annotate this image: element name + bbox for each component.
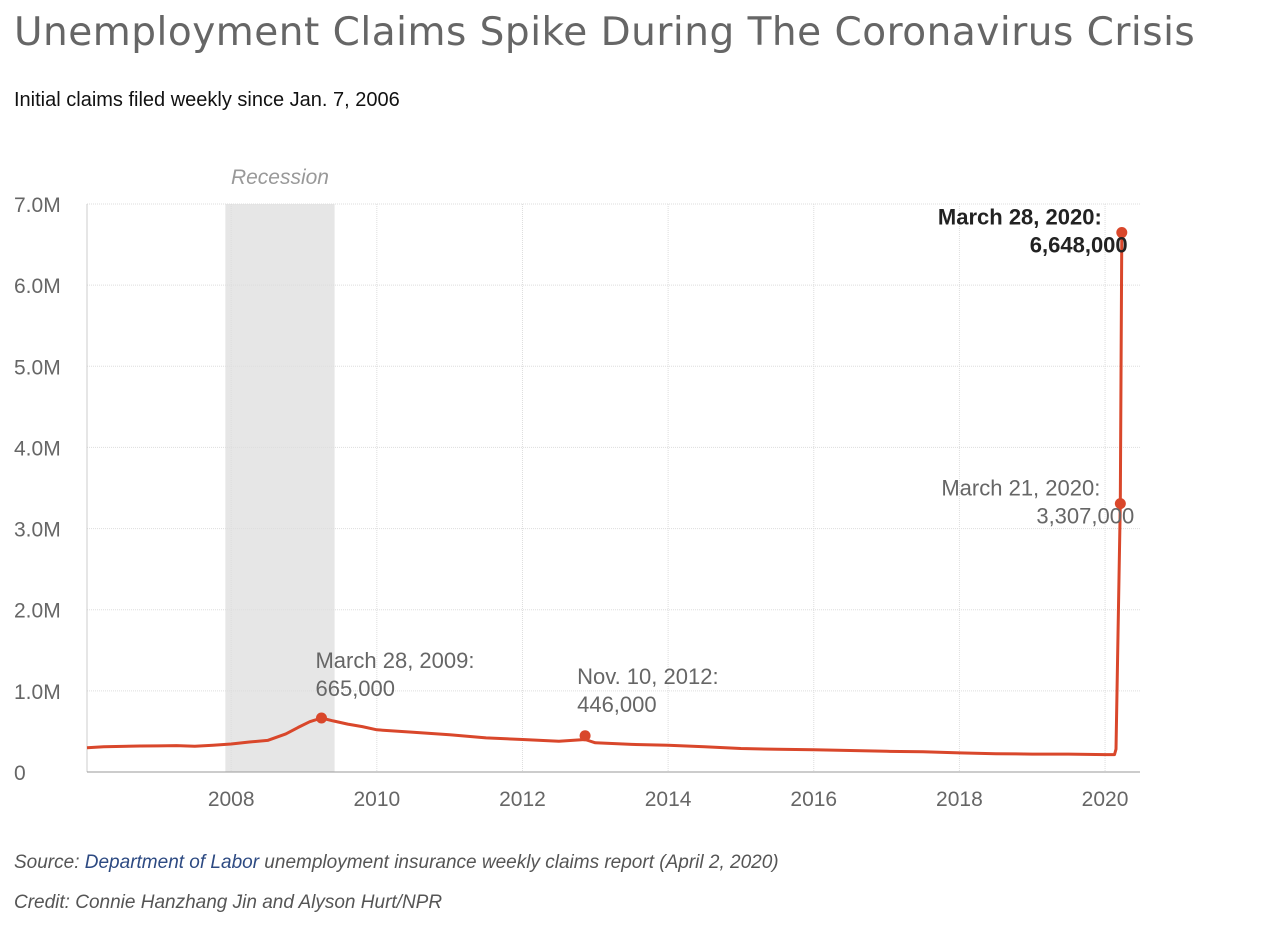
x-tick-label: 2020 (1082, 788, 1129, 811)
annotation-value: 3,307,000 (1036, 504, 1134, 529)
annotation-value: 446,000 (577, 692, 657, 717)
chart-title: Unemployment Claims Spike During The Cor… (14, 10, 1196, 55)
recession-label: Recession (231, 166, 329, 189)
claims-series-line (86, 232, 1124, 757)
x-tick-label: 2012 (499, 788, 546, 811)
y-tick-label: 1.0M (14, 681, 61, 704)
x-tick-label: 2014 (645, 788, 692, 811)
y-tick-label: 5.0M (14, 356, 61, 379)
x-tick-label: 2008 (208, 788, 255, 811)
y-tick-label: 7.0M (14, 194, 61, 217)
y-tick-label: 0 (14, 762, 26, 785)
annotation-value: 665,000 (315, 676, 395, 701)
y-tick-label: 3.0M (14, 519, 61, 542)
y-tick-label: 2.0M (14, 600, 61, 623)
annotation-dot (315, 712, 327, 724)
chart-subtitle: Initial claims filed weekly since Jan. 7… (14, 89, 400, 111)
annotation-dot (579, 730, 591, 742)
x-tick-label: 2010 (353, 788, 400, 811)
y-tick-label: 6.0M (14, 275, 61, 298)
claims-line-chart: Recession 0 1.0M 2.0M 3.0M 4.0M 5.0M 6.0M 7.0M 20… (14, 166, 1140, 811)
annotation-date: Nov. 10, 2012: (577, 664, 718, 689)
credit-note: Credit: Connie Hanzhang Jin and Alyson H… (14, 892, 443, 913)
x-tick-label: 2018 (936, 788, 983, 811)
department-of-labor-link[interactable]: Department of Labor (84, 852, 260, 873)
source-suffix: unemployment insurance weekly claims rep… (259, 852, 779, 873)
x-tick-label: 2016 (790, 788, 837, 811)
y-tick-label: 4.0M (14, 437, 61, 460)
source-note: Source: Department of Labor unemployment… (14, 852, 779, 874)
annotation-date: March 28, 2020: (938, 205, 1102, 230)
recession-band (225, 204, 335, 772)
annotation-dot (1116, 227, 1128, 239)
annotation-date: March 28, 2009: (315, 648, 474, 673)
annotation-date: March 21, 2020: (941, 476, 1100, 501)
annotation-dot (1114, 498, 1126, 510)
source-prefix: Source: (14, 852, 85, 873)
annotation-value: 6,648,000 (1030, 233, 1128, 258)
